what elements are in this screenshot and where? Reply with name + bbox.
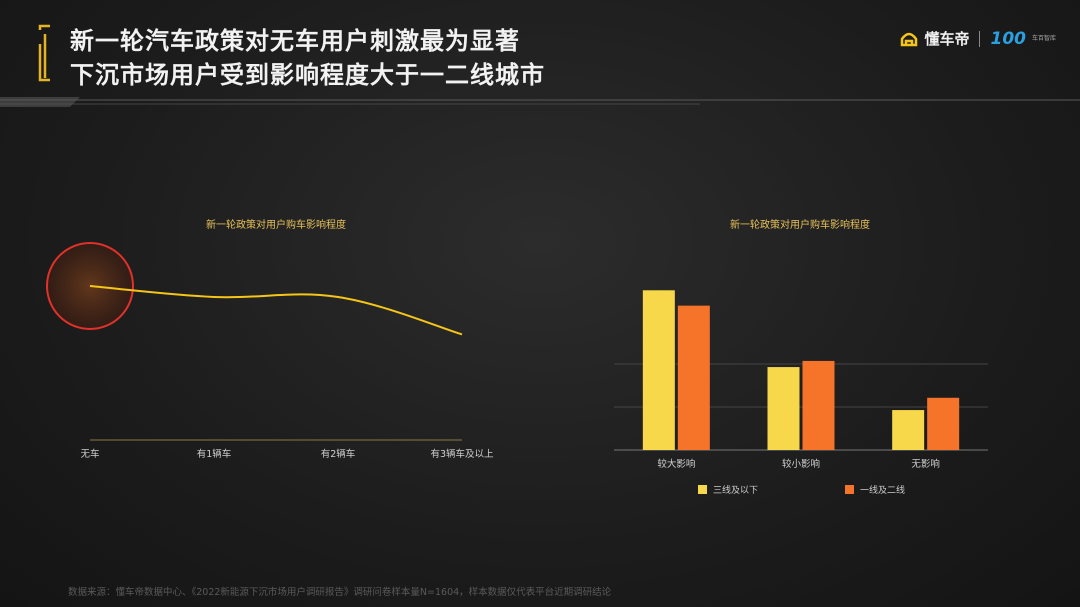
brand-car-icon bbox=[901, 32, 918, 46]
x-tick-label: 较小影响 bbox=[782, 458, 820, 470]
legend-swatch-2 bbox=[845, 485, 854, 494]
legend-label-1: 三线及以下 bbox=[713, 486, 759, 496]
line-chart: 无车 有1辆车 有2辆车 有3辆车及以上 bbox=[46, 242, 494, 460]
x-tick-label: 有3辆车及以上 bbox=[430, 448, 494, 460]
page-title-line-2: 下沉市场用户受到影响程度大于一二线城市 bbox=[70, 61, 545, 89]
header-divider bbox=[0, 97, 1080, 107]
brand-name: 懂车帝 bbox=[924, 30, 970, 48]
legend-series-2: 一线及二线 bbox=[845, 483, 905, 496]
legend-series-1: 三线及以下 bbox=[698, 483, 758, 496]
brand-100-sub: 车百智库 bbox=[1031, 35, 1056, 42]
bar-2-3 bbox=[927, 397, 960, 450]
source-footnote: 数据来源：懂车帝数据中心、《2022新能源下沉市场用户调研报告》调研问卷样本量N… bbox=[68, 587, 612, 598]
bar-chart: 较大影响 较小影响 无影响 bbox=[614, 290, 988, 470]
x-tick-label: 无影响 bbox=[911, 458, 940, 470]
x-tick-label: 无车 bbox=[80, 448, 99, 460]
line-chart-title: 新一轮政策对用户购车影响程度 bbox=[206, 220, 346, 231]
brand-100-logo: 100 bbox=[990, 28, 1026, 49]
page-title-line-1: 新一轮汽车政策对无车用户刺激最为显著 bbox=[70, 27, 520, 55]
x-tick-label: 有1辆车 bbox=[197, 448, 232, 460]
title-bracket-icon bbox=[38, 24, 50, 82]
line-series bbox=[89, 285, 463, 336]
legend-swatch-1 bbox=[698, 485, 707, 494]
x-tick-label: 有2辆车 bbox=[321, 448, 356, 460]
brand-logo: 懂车帝 100 车百智库 bbox=[900, 28, 1056, 49]
bar-2-2 bbox=[802, 360, 835, 450]
legend-label-2: 一线及二线 bbox=[860, 486, 906, 496]
title-block: 新一轮汽车政策对无车用户刺激最为显著 下沉市场用户受到影响程度大于一二线城市 bbox=[36, 24, 544, 92]
bar-1-3 bbox=[892, 410, 925, 450]
bar-2-1 bbox=[677, 305, 710, 450]
logo-separator bbox=[979, 30, 981, 47]
x-tick-label: 较大影响 bbox=[657, 458, 695, 470]
bar-1-2 bbox=[767, 367, 800, 450]
bar-chart-title: 新一轮政策对用户购车影响程度 bbox=[730, 220, 870, 231]
bar-1-1 bbox=[642, 290, 675, 450]
